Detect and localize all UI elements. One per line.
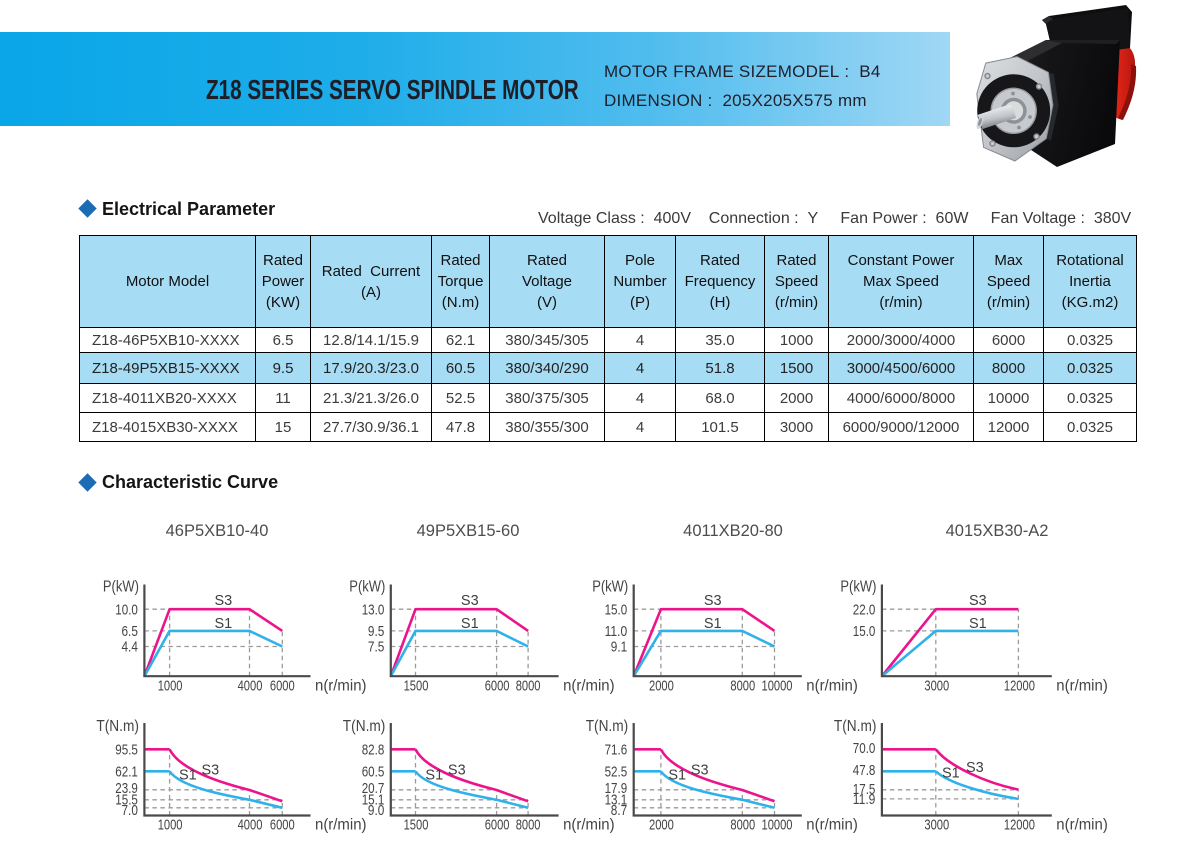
svg-text:95.5: 95.5 [115,742,138,759]
svg-text:S1: S1 [461,616,479,632]
svg-text:13.1: 13.1 [605,792,628,809]
svg-text:1500: 1500 [404,678,429,695]
svg-text:8000: 8000 [516,817,541,834]
svg-text:10000: 10000 [762,678,793,695]
svg-text:9.5: 9.5 [368,623,384,640]
svg-text:17.5: 17.5 [853,781,876,798]
svg-text:9.0: 9.0 [368,802,384,819]
svg-text:S1: S1 [704,616,722,632]
svg-text:2000: 2000 [649,678,674,695]
svg-text:P(kW): P(kW) [349,579,385,596]
svg-text:S1: S1 [969,616,987,632]
svg-text:47.8: 47.8 [853,762,876,779]
svg-text:S3: S3 [691,763,709,779]
svg-text:10000: 10000 [762,817,793,834]
svg-text:17.9: 17.9 [605,780,628,797]
svg-text:6.5: 6.5 [122,623,138,640]
svg-text:3000: 3000 [924,678,949,695]
svg-text:n(r/min): n(r/min) [563,678,615,695]
svg-text:8000: 8000 [516,678,541,695]
svg-text:15.0: 15.0 [605,601,628,618]
svg-text:52.5: 52.5 [605,764,628,781]
svg-text:23.9: 23.9 [115,780,138,797]
svg-text:4.4: 4.4 [122,639,138,656]
svg-text:6000: 6000 [270,678,295,695]
svg-text:S3: S3 [202,763,220,779]
svg-text:11.0: 11.0 [605,623,628,640]
svg-text:n(r/min): n(r/min) [315,817,367,834]
svg-text:S3: S3 [448,763,466,779]
svg-text:S1: S1 [215,616,233,632]
svg-text:S3: S3 [215,593,233,609]
svg-text:1500: 1500 [404,817,429,834]
svg-text:12000: 12000 [1004,678,1035,695]
svg-text:15.0: 15.0 [853,623,876,640]
svg-text:8000: 8000 [730,678,755,695]
svg-text:P(kW): P(kW) [592,579,628,596]
svg-text:60.5: 60.5 [362,764,385,781]
svg-text:P(kW): P(kW) [840,579,876,596]
svg-text:n(r/min): n(r/min) [806,678,858,695]
svg-text:15.1: 15.1 [362,792,385,809]
svg-text:S3: S3 [461,593,479,609]
svg-text:6000: 6000 [270,817,295,834]
svg-text:9.1: 9.1 [611,639,627,656]
svg-text:T(N.m): T(N.m) [586,718,629,735]
svg-text:1000: 1000 [158,817,183,834]
svg-text:n(r/min): n(r/min) [563,817,615,834]
svg-text:4000: 4000 [238,817,263,834]
svg-text:6000: 6000 [485,817,510,834]
svg-text:S1: S1 [942,766,960,782]
svg-text:13.0: 13.0 [362,601,385,618]
svg-text:82.8: 82.8 [362,742,385,759]
svg-text:15.5: 15.5 [115,792,138,809]
svg-text:n(r/min): n(r/min) [1056,817,1108,834]
svg-text:10.0: 10.0 [115,601,138,618]
svg-text:S3: S3 [966,760,984,776]
svg-text:T(N.m): T(N.m) [96,718,139,735]
svg-text:n(r/min): n(r/min) [806,817,858,834]
svg-text:70.0: 70.0 [853,740,876,757]
svg-text:20.7: 20.7 [362,780,385,797]
svg-text:8.7: 8.7 [611,802,627,819]
svg-text:8000: 8000 [730,817,755,834]
svg-text:1000: 1000 [158,678,183,695]
svg-text:S1: S1 [668,768,686,784]
svg-text:S3: S3 [704,593,722,609]
svg-text:T(N.m): T(N.m) [343,718,386,735]
svg-text:7.0: 7.0 [122,802,138,819]
svg-text:3000: 3000 [924,817,949,834]
svg-text:n(r/min): n(r/min) [1056,678,1108,695]
svg-text:6000: 6000 [485,678,510,695]
svg-text:S3: S3 [969,593,987,609]
svg-text:62.1: 62.1 [115,764,138,781]
svg-text:7.5: 7.5 [368,639,384,656]
svg-text:n(r/min): n(r/min) [315,678,367,695]
svg-text:11.9: 11.9 [853,791,876,808]
svg-text:71.6: 71.6 [605,742,628,759]
svg-text:12000: 12000 [1004,817,1035,834]
svg-text:22.0: 22.0 [853,601,876,618]
svg-text:T(N.m): T(N.m) [834,718,877,735]
svg-text:S1: S1 [425,768,443,784]
svg-text:S1: S1 [179,768,197,784]
svg-text:P(kW): P(kW) [103,579,139,596]
svg-text:4000: 4000 [238,678,263,695]
svg-text:2000: 2000 [649,817,674,834]
